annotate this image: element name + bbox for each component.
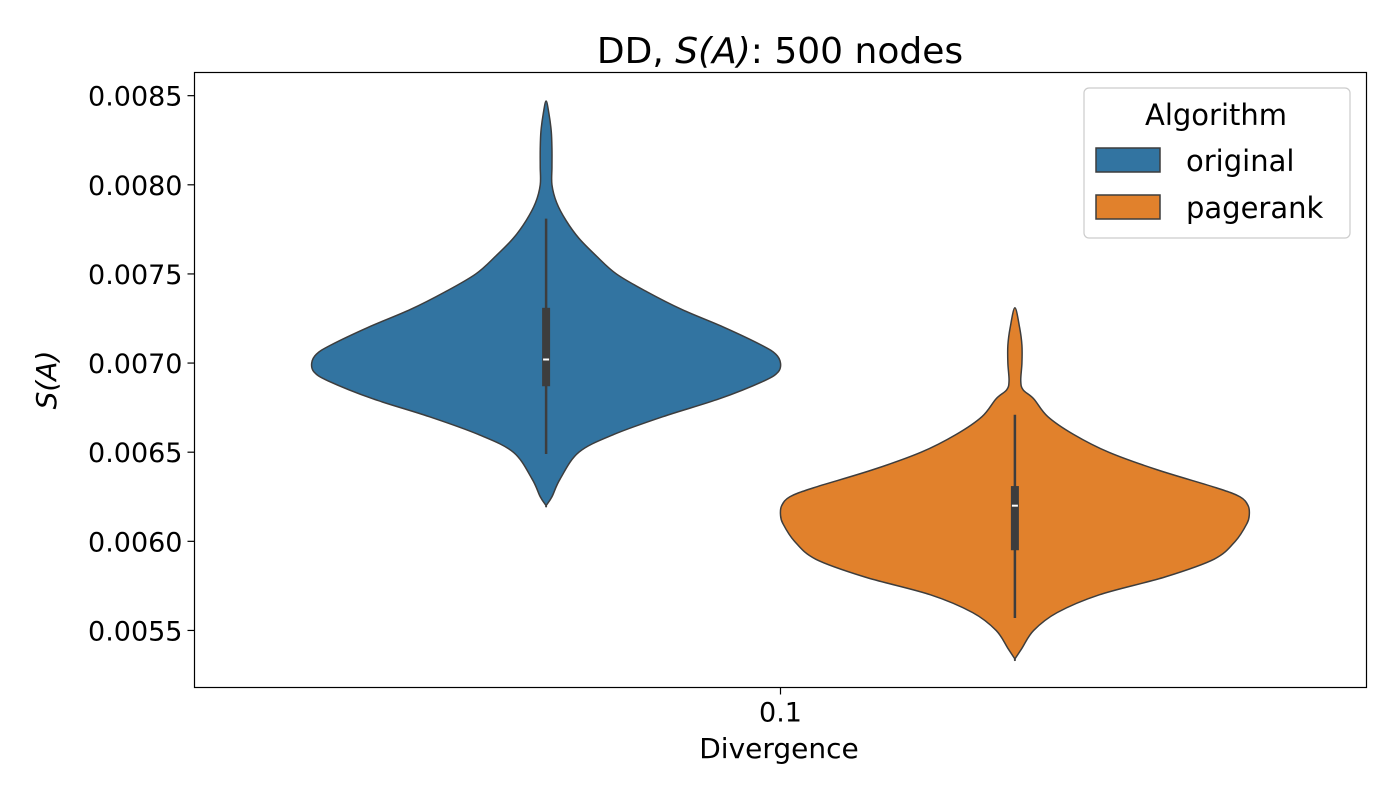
y-tick-label: 0.0070 bbox=[88, 349, 182, 380]
y-tick-label: 0.0075 bbox=[88, 260, 182, 291]
y-tick-label: 0.0085 bbox=[88, 82, 182, 113]
y-tick-label: 0.0055 bbox=[88, 616, 182, 647]
y-tick-label: 0.0060 bbox=[88, 527, 182, 558]
y-axis: 0.0055 0.0060 0.0065 0.0070 0.0075 0.0080 0.00… bbox=[88, 82, 195, 647]
x-axis: 0.1 bbox=[759, 687, 802, 729]
violin-original bbox=[310, 100, 782, 508]
y-axis-label: S(A) bbox=[30, 351, 63, 410]
x-tick-label: 0.1 bbox=[759, 698, 802, 729]
violin-iqr-box bbox=[542, 307, 551, 387]
legend-label-pagerank: pagerank bbox=[1186, 191, 1324, 225]
violins bbox=[310, 100, 1251, 662]
legend-swatch-pagerank bbox=[1095, 194, 1161, 220]
violin-pagerank bbox=[779, 307, 1251, 662]
legend-swatch-original bbox=[1095, 147, 1161, 173]
y-tick-label: 0.0080 bbox=[88, 171, 182, 202]
violin-iqr-box bbox=[1010, 486, 1019, 551]
legend: Algorithm original pagerank bbox=[1083, 87, 1351, 239]
legend-label-original: original bbox=[1186, 144, 1294, 178]
chart-title: DD, S(A): 500 nodes bbox=[597, 31, 963, 72]
y-tick-label: 0.0065 bbox=[88, 438, 182, 469]
legend-title: Algorithm bbox=[1145, 98, 1287, 132]
x-axis-label: Divergence bbox=[699, 732, 859, 765]
